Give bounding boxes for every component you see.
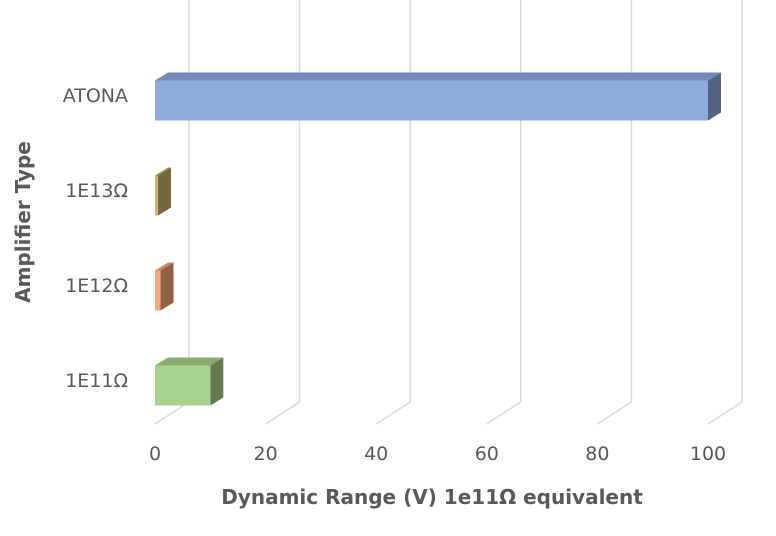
x-tick-labels: 0 20 40 60 80 100 bbox=[149, 443, 726, 465]
category-label: 1E13Ω bbox=[65, 180, 128, 202]
bar-front-face bbox=[155, 365, 211, 406]
x-tick-label: 100 bbox=[690, 443, 726, 465]
bar-side-face bbox=[158, 167, 171, 216]
bar-3 bbox=[155, 357, 224, 406]
y-axis-title: Amplifier Type bbox=[11, 141, 35, 303]
bar-side-face bbox=[708, 72, 721, 121]
bar-front-face bbox=[155, 80, 708, 121]
bar-top-face bbox=[155, 357, 224, 366]
category-label: 1E12Ω bbox=[65, 275, 128, 297]
category-label: 1E11Ω bbox=[65, 370, 128, 392]
floor-gridline bbox=[707, 401, 743, 425]
bar-2 bbox=[155, 262, 174, 311]
bar-side-face bbox=[210, 357, 224, 406]
x-axis-title: Dynamic Range (V) 1e11Ω equivalent bbox=[221, 485, 643, 509]
bar-top-face bbox=[155, 167, 171, 176]
floor-gridline bbox=[154, 401, 190, 425]
x-tick-label: 60 bbox=[475, 443, 499, 465]
x-tick-label: 80 bbox=[585, 443, 609, 465]
floor-gridline bbox=[375, 401, 411, 425]
floor-gridline bbox=[265, 401, 301, 425]
floor-gridline bbox=[596, 401, 632, 425]
gridlines bbox=[154, 0, 743, 425]
floor-gridline bbox=[486, 401, 522, 425]
bar-front-face bbox=[155, 270, 161, 311]
x-tick-label: 20 bbox=[254, 443, 278, 465]
bar-front-face bbox=[155, 175, 158, 216]
bar-1 bbox=[155, 167, 171, 216]
bar-top-face bbox=[155, 72, 721, 81]
category-label: ATONA bbox=[63, 85, 128, 107]
x-tick-label: 0 bbox=[149, 443, 161, 465]
bar-0 bbox=[155, 72, 721, 121]
x-tick-label: 40 bbox=[364, 443, 388, 465]
bar-top-face bbox=[155, 262, 174, 271]
bars bbox=[155, 72, 721, 406]
category-labels: ATONA 1E13Ω 1E12Ω 1E11Ω bbox=[63, 85, 128, 392]
bar-side-face bbox=[160, 262, 174, 311]
